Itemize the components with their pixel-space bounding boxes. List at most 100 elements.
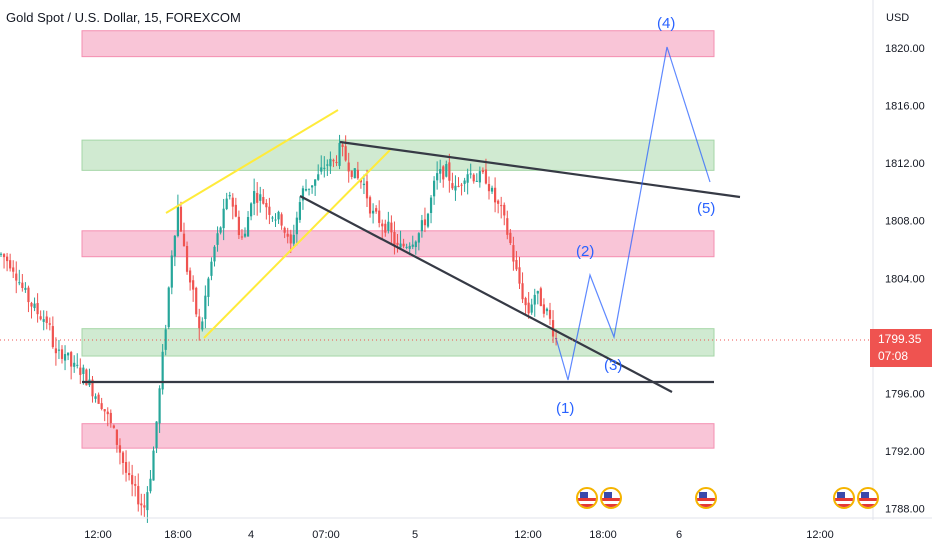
candle	[545, 307, 549, 316]
candle	[277, 210, 280, 224]
candle-body	[378, 210, 381, 223]
time-axis: 12:00 18:00 4 07:00 5 12:00 18:00 6 12:00	[84, 529, 834, 541]
candle-body	[167, 287, 170, 328]
upper-trendline	[339, 140, 741, 199]
candle-body	[335, 161, 338, 164]
candle	[280, 212, 283, 230]
wave-label-1: (1)	[556, 400, 574, 417]
price-tick-label: 1792.00	[885, 446, 925, 458]
candle-body	[423, 219, 427, 226]
candle-body	[12, 267, 15, 272]
candle	[347, 152, 350, 183]
candle	[426, 212, 430, 229]
candle-body	[216, 233, 219, 245]
candle-body	[490, 187, 494, 192]
candle-body	[481, 170, 484, 173]
us-flag-icon[interactable]	[576, 487, 598, 509]
candle-body	[405, 246, 408, 248]
candle-body	[460, 184, 463, 186]
candle-body	[91, 379, 94, 397]
candle	[204, 285, 207, 329]
us-flag-icon[interactable]	[600, 487, 622, 509]
currency-label: USD	[886, 12, 909, 24]
us-flag-icon[interactable]	[695, 487, 717, 509]
candle	[173, 235, 176, 267]
candle-body	[518, 267, 521, 284]
channel-upper-line	[165, 109, 339, 214]
candle-body	[545, 308, 549, 312]
candle-body	[286, 233, 289, 237]
candle-body	[27, 287, 30, 303]
candle	[240, 229, 244, 240]
candle-body	[131, 475, 134, 485]
candle-body	[463, 180, 466, 184]
candle	[457, 177, 460, 188]
candle	[109, 409, 112, 428]
candle-body	[509, 232, 512, 243]
candle	[201, 317, 204, 332]
price-tick-label: 1796.00	[885, 388, 925, 400]
candle-body	[70, 352, 73, 367]
candle	[271, 215, 274, 222]
candle-body	[121, 452, 125, 463]
candle-body	[350, 170, 353, 177]
candle	[384, 219, 387, 237]
candle	[548, 302, 552, 326]
candle	[475, 173, 478, 182]
candle-body	[506, 218, 509, 235]
candle	[91, 376, 94, 403]
candle-body	[311, 185, 314, 188]
candle	[463, 177, 466, 192]
candle	[0, 252, 3, 258]
candle-body	[100, 403, 103, 409]
candle-body	[51, 326, 54, 348]
candle	[155, 421, 158, 454]
us-flag-icon[interactable]	[857, 487, 879, 509]
candle-body	[494, 187, 497, 203]
us-flag-icon[interactable]	[833, 487, 855, 509]
resistance-zone[interactable]	[81, 30, 715, 58]
candle-body	[128, 473, 131, 476]
candle-body	[57, 349, 61, 351]
candle	[445, 160, 448, 178]
candle-body	[207, 278, 210, 297]
candle	[533, 288, 536, 317]
price-tick-label: 1788.00	[885, 504, 925, 516]
candle-body	[210, 261, 213, 276]
candle-body	[408, 245, 411, 249]
time-tick-label: 4	[248, 529, 254, 541]
current-price-badge: 1799.35 07:08	[870, 329, 932, 367]
candle-body	[204, 295, 207, 320]
candle	[112, 424, 115, 429]
candle	[88, 368, 91, 387]
candle	[219, 226, 222, 235]
candle-body	[317, 174, 320, 180]
candle-body	[381, 223, 384, 227]
candle	[176, 194, 179, 238]
candle-body	[45, 316, 48, 323]
candle	[121, 450, 125, 475]
candle-body	[222, 208, 225, 229]
candle	[509, 228, 512, 246]
support-zone[interactable]	[81, 328, 715, 357]
candle	[512, 236, 515, 271]
support-zone[interactable]	[81, 139, 715, 171]
candle	[115, 429, 118, 453]
candle	[451, 172, 454, 191]
candle	[185, 241, 189, 275]
candle-body	[0, 253, 3, 255]
candle-body	[170, 255, 173, 288]
candle-body	[262, 197, 265, 204]
candle-body	[283, 227, 286, 233]
candle-body	[246, 216, 250, 237]
candle	[106, 407, 109, 427]
candle	[182, 222, 186, 247]
candle	[42, 310, 45, 331]
candle-body	[341, 144, 344, 147]
resistance-zone[interactable]	[81, 423, 715, 449]
candle-body	[356, 169, 359, 179]
candle	[131, 464, 134, 497]
chart-title: Gold Spot / U.S. Dollar, 15, FOREXCOM	[6, 10, 241, 25]
candle-body	[42, 319, 45, 322]
